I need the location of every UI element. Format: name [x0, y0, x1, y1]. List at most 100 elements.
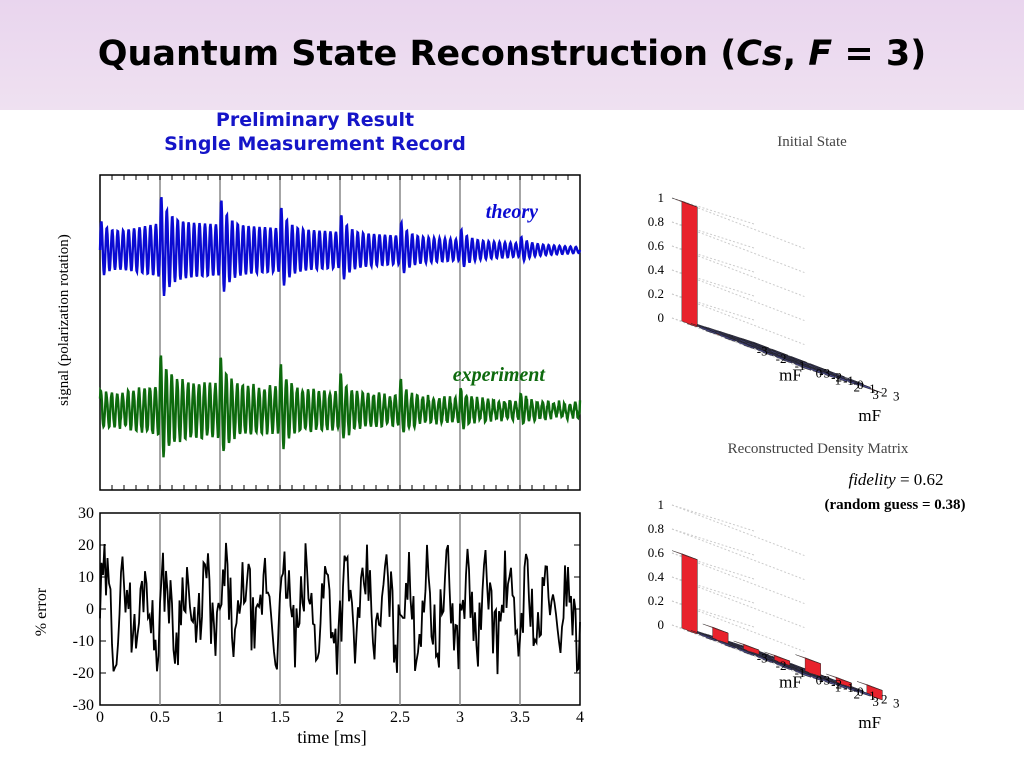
bar3d-xtick-label: -2	[776, 351, 787, 366]
signal-ylabel: signal (polarization rotation)	[56, 234, 72, 406]
bar3d-xtick-label: -1	[795, 665, 806, 680]
bar3d-ztick-label: 0.6	[648, 238, 665, 253]
bar3d-ztick-label: 0	[658, 310, 665, 325]
bar3d-diagonal-bar-top	[671, 550, 698, 560]
bar3d-gridline	[671, 504, 805, 557]
slide-title: Quantum State Reconstruction (Cs, F = 3)	[97, 34, 927, 74]
bar3d-diagonal-bar	[681, 553, 698, 635]
bar3d-offdiag-bar-top	[766, 352, 792, 362]
bar3d-diagonal-bar-top	[733, 640, 760, 651]
bar3d-xaxis-label: mF	[779, 672, 802, 691]
bar3d-ytick-label: 0	[857, 377, 864, 392]
bar3d-offdiag-bar-top	[747, 651, 774, 662]
bar3d-offdiag-bar-top	[776, 352, 802, 363]
bar3d-ytick-label: -2	[831, 676, 842, 691]
bar3d-gridline	[671, 576, 756, 604]
bar3d-ztick-label: 0.6	[648, 545, 665, 560]
bar3d-offdiag-bar-top	[690, 323, 717, 333]
bar3d-xtick-label: -3	[757, 344, 768, 359]
bar3d-ztick-label: 0.2	[648, 286, 664, 301]
bar3d-ytick-label: -2	[831, 369, 842, 384]
bar3d-ytick-label: 3	[893, 388, 900, 403]
bar3d-ytick-label: 2	[881, 692, 888, 707]
bar3d-gridline	[671, 293, 756, 321]
bar3d-offdiag-bar-top	[690, 630, 717, 640]
bar3d-ztick-label: 0.8	[648, 521, 664, 536]
bar3d-xaxis-label: mF	[779, 365, 802, 384]
bar3d-diagonal-bar-top	[826, 673, 852, 684]
bar3d-ytick-label: 3	[893, 695, 900, 710]
bar3d-diagonal-bar-top	[795, 654, 821, 664]
bar3d-grid: 0 0.2 0.4 0.6 0.8 1	[648, 497, 805, 677]
error-ytick-label: 10	[78, 569, 94, 586]
bar3d-ztick-label: 1	[658, 497, 665, 512]
bar3d-offdiag-bar-top	[709, 330, 736, 340]
error-xtick-label: 0	[96, 709, 104, 726]
error-xtick-label: 2	[336, 709, 344, 726]
bar3d-offdiag-bar-top	[747, 344, 774, 355]
bar3d-ytick-label: 0	[857, 684, 864, 699]
error-ytick-label: -20	[73, 665, 94, 682]
bar3d-offdiag-bar-top	[714, 330, 741, 341]
theory-series-line	[98, 196, 582, 297]
bar3d-ytick-label: -1	[843, 373, 854, 388]
bar3d-offdiag-bar-top	[719, 331, 746, 341]
bar3d-offdiag-bar-top	[709, 637, 736, 647]
bar3d-xtick-label: -3	[757, 651, 768, 666]
bar3d-offdiag-bar-top	[838, 374, 864, 385]
bar3d-diagonal-bar-top	[856, 681, 883, 691]
bar3d-offdiag-bar-top	[766, 659, 792, 669]
bar3d-offdiag-bar-top	[807, 363, 833, 374]
bar3d-diagonal-bar-top	[702, 623, 729, 634]
error-ylabel: % error	[33, 587, 50, 636]
bar3d-gridline	[671, 221, 756, 249]
bar3d-diagonal-bar	[681, 200, 698, 328]
bar3d-offdiag-bar-top	[785, 666, 811, 676]
bar3d-xtick-label: -2	[776, 658, 787, 673]
bar3d-gridline	[671, 504, 756, 532]
error-xtick-label: 1.5	[270, 709, 290, 726]
bar3d-xtick-label: -1	[795, 358, 806, 373]
theory-label: theory	[486, 201, 538, 223]
bar3d-xtick-label: 1	[835, 679, 842, 694]
error-chart: 0 0.5 1 1.5 2 2.5 3 3.5 4 30 20 10 0 -10 -20 -30 % erro…	[33, 505, 584, 747]
error-ytick-label: 20	[78, 537, 94, 554]
fidelity-line: fidelity = 0.62	[848, 470, 944, 489]
error-ytick-label: 30	[78, 505, 94, 522]
bar3d-gridline	[671, 245, 756, 273]
bar3d-ztick-label: 0.4	[648, 569, 665, 584]
bar3d-offdiag-bar-top	[814, 367, 840, 377]
error-xtick-label: 3.5	[510, 709, 530, 726]
error-series-line	[99, 542, 581, 675]
bar3d-xtick-label: 3	[872, 387, 879, 402]
bar3d-offdiag-bar-top	[745, 341, 771, 352]
error-xlabel: time [ms]	[297, 727, 367, 747]
bar3d-ytick-label: -1	[843, 680, 854, 695]
reconstructed-title: Reconstructed Density Matrix	[728, 441, 909, 457]
bar3d-ztick-label: 0.4	[648, 262, 665, 277]
bar3d-ztick-label: 0.2	[648, 593, 664, 608]
bar3d-xtick-label: 0	[816, 365, 823, 380]
signal-chart: signal (polarization rotation) theory ex…	[56, 174, 582, 491]
bar3d-ztick-label: 0	[658, 617, 665, 632]
bar3d-xtick-label: 2	[854, 380, 861, 395]
bar3d-xtick-label: 2	[854, 687, 861, 702]
error-xtick-label: 3	[456, 709, 464, 726]
bar3d-ytick-label: 1	[869, 381, 876, 396]
error-ytick-label: -10	[73, 633, 94, 650]
bar3d-ytick-label: 1	[869, 688, 876, 703]
bar3d-grid: 0 0.2 0.4 0.6 0.8 1	[648, 190, 805, 370]
experiment-series-line	[98, 355, 582, 458]
error-ytick-label: -30	[73, 697, 94, 714]
subtitle-preliminary: Preliminary Result	[215, 109, 415, 131]
bar3d-diagonal-bar-top	[671, 197, 698, 208]
error-ytick-label: 0	[86, 601, 94, 618]
bar3d-gridline	[671, 528, 756, 556]
bar3d-offdiag-bar-top	[814, 674, 840, 684]
bar3d-yaxis-label: mF	[858, 713, 881, 732]
bar3d-xtick-label: 0	[816, 672, 823, 687]
bar3d-xtick-label: 3	[872, 694, 879, 709]
bar3d-diagonal-bar-top	[764, 651, 790, 662]
